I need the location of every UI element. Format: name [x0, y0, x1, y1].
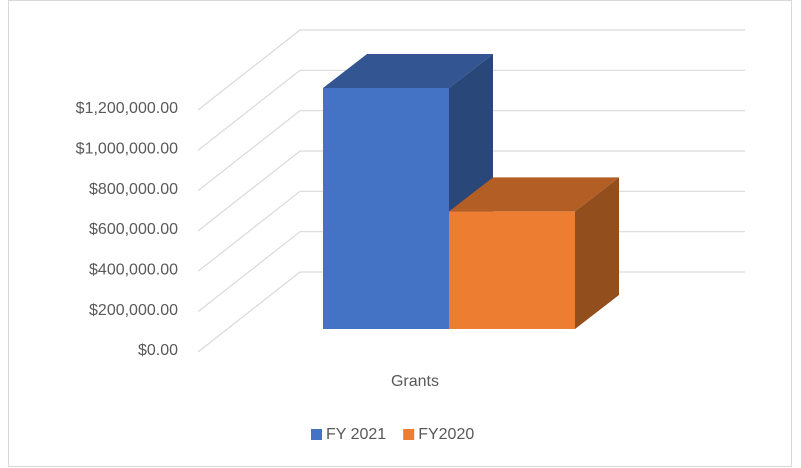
- grid-line: [197, 150, 745, 232]
- y-tick-label: $600,000.00: [89, 221, 178, 238]
- y-tick-label: $1,200,000.00: [76, 100, 178, 117]
- legend-swatch: [403, 429, 415, 440]
- grid-line: [197, 29, 745, 111]
- y-tick-label: $400,000.00: [89, 262, 178, 279]
- x-tick-label: Grants: [391, 373, 439, 390]
- y-tick-label: $200,000.00: [89, 302, 178, 319]
- grid-line: [197, 110, 745, 192]
- legend-label: FY2020: [418, 426, 474, 443]
- y-tick-label: $800,000.00: [89, 181, 178, 198]
- y-tick-label: $0.00: [138, 342, 178, 359]
- bar-side: [575, 177, 619, 329]
- bar: [449, 211, 575, 329]
- legend-swatch: [311, 429, 322, 440]
- bar: [323, 88, 449, 329]
- bar-top: [323, 54, 493, 89]
- grid-line: [197, 69, 745, 151]
- y-tick-label: $1,000,000.00: [76, 141, 178, 158]
- bar-top: [449, 177, 619, 212]
- legend-label: FY 2021: [326, 426, 386, 443]
